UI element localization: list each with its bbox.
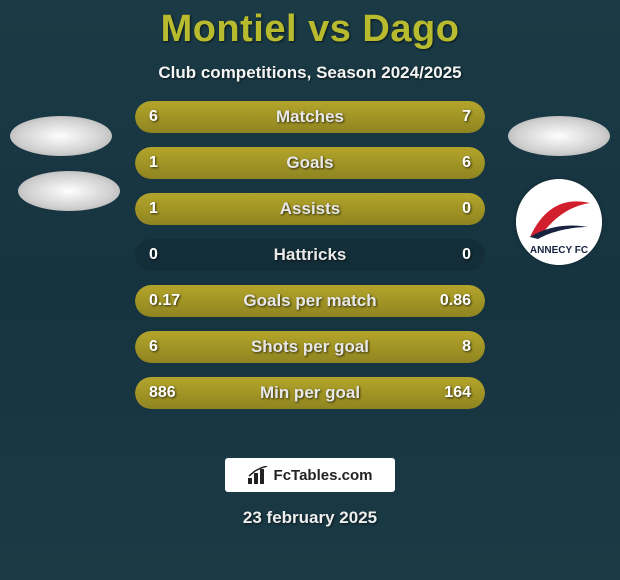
- stat-right-value: 7: [462, 108, 471, 126]
- comparison-stage: ANNECY FC 6 7 Matches 1 6 Goals 1 0 Assists 0 0 Hat…: [0, 101, 620, 441]
- stat-row: 1 0 Assists: [135, 193, 485, 225]
- stat-right-value: 0: [462, 200, 471, 218]
- stat-bar-left-fill: [135, 147, 184, 179]
- stat-right-value: 8: [462, 338, 471, 356]
- stat-label: Shots per goal: [251, 337, 369, 357]
- stats-bars: 6 7 Matches 1 6 Goals 1 0 Assists 0 0 Hattricks 0.17…: [135, 101, 485, 423]
- player-left-club-badge-1: [10, 116, 112, 156]
- stat-left-value: 0.17: [149, 292, 180, 310]
- player-right-club-badge-2: ANNECY FC: [516, 179, 602, 265]
- stat-label: Assists: [280, 199, 340, 219]
- stat-row: 6 8 Shots per goal: [135, 331, 485, 363]
- page-title: Montiel vs Dago: [0, 0, 620, 51]
- player-left-club-badge-2: [18, 171, 120, 211]
- annecy-fc-logo-icon: ANNECY FC: [516, 179, 602, 265]
- stat-right-value: 0: [462, 246, 471, 264]
- stat-bar-right-fill: [184, 147, 485, 179]
- stat-right-value: 6: [462, 154, 471, 172]
- stat-label: Min per goal: [260, 383, 360, 403]
- subtitle: Club competitions, Season 2024/2025: [0, 63, 620, 83]
- stat-row: 0.17 0.86 Goals per match: [135, 285, 485, 317]
- brand-link[interactable]: FcTables.com: [225, 458, 395, 492]
- stat-left-value: 0: [149, 246, 158, 264]
- svg-text:ANNECY FC: ANNECY FC: [530, 245, 588, 256]
- stat-label: Goals per match: [243, 291, 376, 311]
- stat-label: Hattricks: [274, 245, 347, 265]
- brand-text: FcTables.com: [274, 467, 373, 484]
- stat-row: 6 7 Matches: [135, 101, 485, 133]
- stat-row: 0 0 Hattricks: [135, 239, 485, 271]
- stat-right-value: 164: [444, 384, 471, 402]
- stat-left-value: 1: [149, 154, 158, 172]
- brand-chart-icon: [248, 466, 270, 484]
- stat-label: Goals: [286, 153, 333, 173]
- player-right-club-badge-1: [508, 116, 610, 156]
- stat-row: 1 6 Goals: [135, 147, 485, 179]
- footer-date: 23 february 2025: [243, 508, 377, 528]
- stat-row: 886 164 Min per goal: [135, 377, 485, 409]
- stat-label: Matches: [276, 107, 344, 127]
- stat-left-value: 6: [149, 108, 158, 126]
- stat-left-value: 886: [149, 384, 176, 402]
- stat-left-value: 6: [149, 338, 158, 356]
- stat-right-value: 0.86: [440, 292, 471, 310]
- stat-left-value: 1: [149, 200, 158, 218]
- stat-bar-left-fill: [135, 101, 296, 133]
